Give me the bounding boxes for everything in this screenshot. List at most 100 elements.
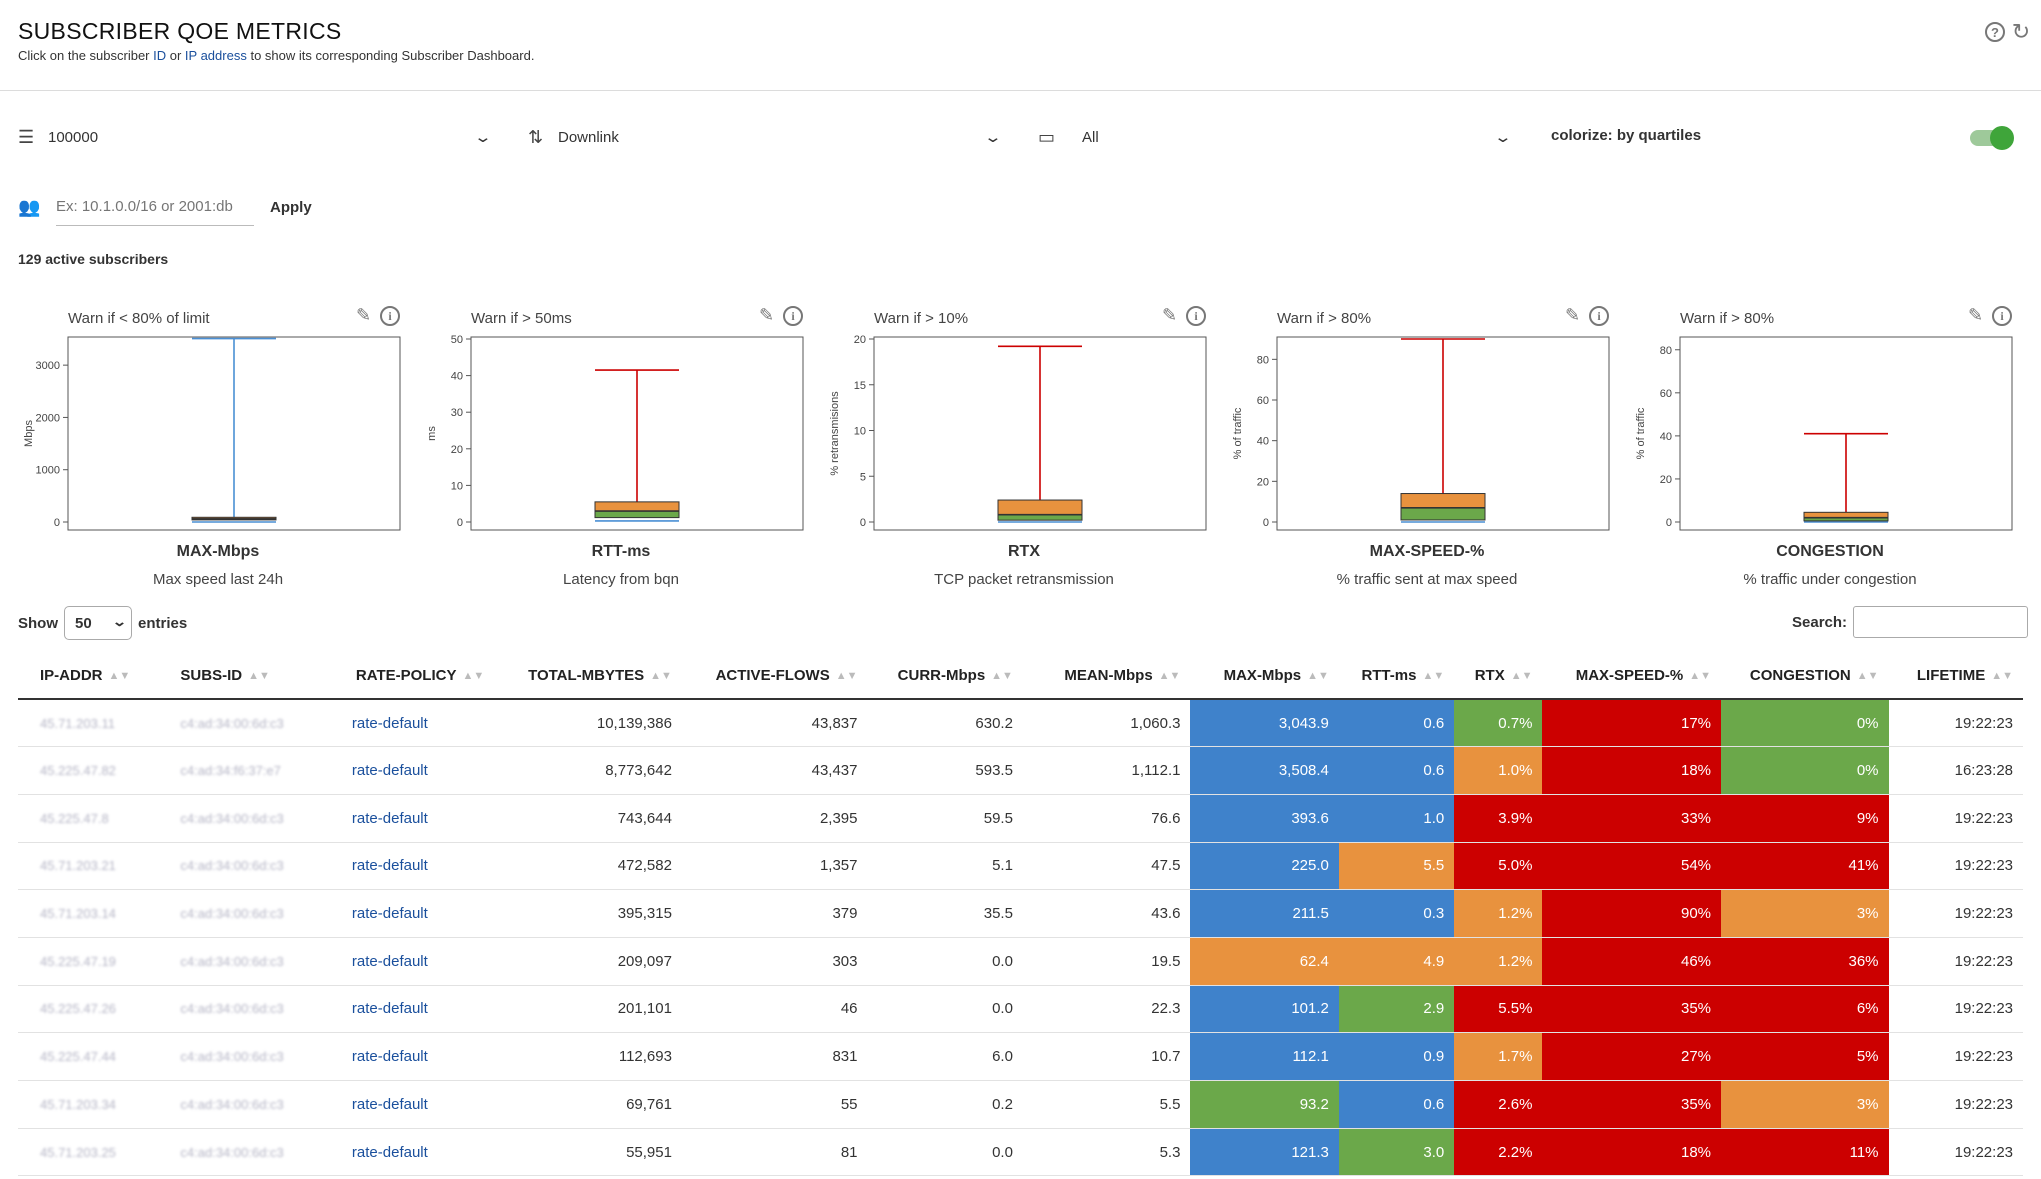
ip-addr-cell[interactable]: 45.71.203.25 (18, 1128, 159, 1177)
sort-icon[interactable]: ▲▼ (1991, 669, 2013, 682)
ip-addr-cell[interactable]: 45.225.47.44 (18, 1032, 159, 1081)
subs-id-cell[interactable]: c4:ad:34:00:6d:c3 (158, 937, 334, 986)
rate-policy-cell[interactable]: rate-default (333, 985, 510, 1034)
warn-threshold[interactable]: Warn if > 80% (1277, 310, 1372, 327)
direction-select[interactable]: ⇅ Downlink ⌄ (528, 118, 1003, 156)
total-mbytes-cell: 69,761 (509, 1080, 682, 1129)
sort-icon[interactable]: ▲▼ (248, 669, 270, 682)
rate-policy-cell[interactable]: rate-default (333, 1128, 510, 1177)
sort-icon[interactable]: ▲▼ (1307, 669, 1329, 682)
pencil-icon[interactable]: ✎ (759, 305, 775, 325)
rate-policy-cell[interactable]: rate-default (333, 1080, 510, 1129)
warn-threshold[interactable]: Warn if > 10% (874, 310, 969, 327)
sort-icon[interactable]: ▲▼ (1422, 669, 1445, 682)
ip-addr-cell[interactable]: 45.71.203.11 (18, 699, 159, 748)
info-icon[interactable]: i (1992, 306, 2012, 326)
ip-addr-cell[interactable]: 45.71.203.34 (18, 1080, 159, 1129)
sort-icon[interactable]: ▲▼ (991, 669, 1013, 682)
info-icon[interactable]: i (783, 306, 803, 326)
column-header-subs-id[interactable]: SUBS-ID ▲▼ (158, 652, 334, 700)
folder-select[interactable]: ▭ All ⌄ (1038, 118, 1513, 156)
rate-policy-cell[interactable]: rate-default (333, 699, 510, 748)
refresh-icon[interactable]: ↻ (2011, 19, 2031, 44)
subs-id-cell[interactable]: c4:ad:34:00:6d:c3 (158, 889, 334, 938)
column-label: RTX (1474, 666, 1505, 684)
ip-addr-cell[interactable]: 45.225.47.82 (18, 746, 159, 795)
congestion-cell: 6% (1721, 985, 1889, 1034)
ip-filter-input[interactable] (56, 188, 254, 226)
warn-threshold[interactable]: Warn if > 80% (1680, 310, 1775, 327)
subs-id-cell[interactable]: c4:ad:34:f6:37:e7 (158, 746, 334, 795)
pencil-icon[interactable]: ✎ (1565, 305, 1581, 325)
sort-icon[interactable]: ▲▼ (108, 669, 131, 682)
subs-id-cell[interactable]: c4:ad:34:00:6d:c3 (158, 1032, 334, 1081)
y-tick-label: 3000 (36, 360, 60, 372)
info-icon[interactable]: i (1186, 306, 1206, 326)
colorize-toggle[interactable] (1970, 126, 2014, 150)
subs-id-cell[interactable]: c4:ad:34:00:6d:c3 (158, 842, 334, 891)
column-header-rtt-ms[interactable]: RTT-ms ▲▼ (1338, 652, 1455, 700)
y-tick-label: 2000 (36, 412, 60, 424)
search-input[interactable] (1853, 606, 2029, 638)
sort-icon[interactable]: ▲▼ (1856, 669, 1879, 682)
column-header-rtx[interactable]: RTX ▲▼ (1454, 652, 1543, 700)
table-header-row: IP-ADDR ▲▼ SUBS-ID ▲▼ RATE-POLICY ▲▼ TOTAL-MBY… (18, 652, 2023, 700)
entries-select[interactable]: 50 ⌄ (64, 606, 132, 640)
rate-policy-cell[interactable]: rate-default (333, 1032, 510, 1081)
column-header-lifetime[interactable]: LIFETIME ▲▼ (1888, 652, 2023, 700)
column-header-total-mbytes[interactable]: TOTAL-MBYTES ▲▼ (509, 652, 682, 700)
congestion-cell: 0% (1721, 699, 1889, 748)
ip-addr-cell[interactable]: 45.71.203.14 (18, 889, 159, 938)
apply-button[interactable]: Apply (270, 198, 312, 216)
subs-id-cell[interactable]: c4:ad:34:00:6d:c3 (158, 699, 334, 748)
ip-addr-cell[interactable]: 45.225.47.19 (18, 937, 159, 986)
search-label: Search: (1792, 613, 1848, 631)
limit-select[interactable]: ☰ 100000 ⌄ (18, 118, 493, 156)
pencil-icon[interactable]: ✎ (1162, 305, 1178, 325)
curr-mbps-cell: 59.5 (867, 794, 1023, 843)
ip-addr-cell[interactable]: 45.225.47.26 (18, 985, 159, 1034)
column-header-ip-addr[interactable]: IP-ADDR ▲▼ (18, 652, 159, 700)
pencil-icon[interactable]: ✎ (356, 305, 372, 325)
ip-addr-cell[interactable]: 45.71.203.21 (18, 842, 159, 891)
sort-icon[interactable]: ▲▼ (1689, 669, 1712, 682)
rate-policy-cell[interactable]: rate-default (333, 794, 510, 843)
ip-addr-cell[interactable]: 45.225.47.8 (18, 794, 159, 843)
y-tick-label: 40 (451, 371, 463, 383)
warn-threshold[interactable]: Warn if > 50ms (471, 310, 572, 327)
rate-policy-cell[interactable]: rate-default (333, 937, 510, 986)
column-header-max-speed[interactable]: MAX-SPEED-% ▲▼ (1542, 652, 1722, 700)
max-speed-cell: 17% (1542, 699, 1722, 748)
rate-policy-cell[interactable]: rate-default (333, 746, 510, 795)
subs-id-cell[interactable]: c4:ad:34:00:6d:c3 (158, 1128, 334, 1177)
sort-icon[interactable]: ▲▼ (1510, 669, 1533, 682)
column-header-max-mbps[interactable]: MAX-Mbps ▲▼ (1190, 652, 1339, 700)
warn-threshold[interactable]: Warn if < 80% of limit (68, 310, 210, 327)
sort-icon[interactable]: ▲▼ (462, 669, 485, 682)
subtitle-id-text: ID (153, 48, 167, 63)
sort-icon[interactable]: ▲▼ (835, 669, 858, 682)
sort-icon[interactable]: ▲▼ (650, 669, 672, 682)
rate-policy-cell[interactable]: rate-default (333, 842, 510, 891)
column-header-mean-mbps[interactable]: MEAN-Mbps ▲▼ (1022, 652, 1191, 700)
max-speed-cell: 35% (1542, 1080, 1722, 1129)
column-header-curr-mbps[interactable]: CURR-Mbps ▲▼ (867, 652, 1023, 700)
subs-id-cell[interactable]: c4:ad:34:00:6d:c3 (158, 985, 334, 1034)
y-tick-label: 60 (1257, 395, 1269, 407)
subs-id-cell[interactable]: c4:ad:34:00:6d:c3 (158, 794, 334, 843)
column-header-congestion[interactable]: CONGESTION ▲▼ (1721, 652, 1889, 700)
info-icon[interactable]: i (1589, 306, 1609, 326)
rate-policy-cell[interactable]: rate-default (333, 889, 510, 938)
column-header-rate-policy[interactable]: RATE-POLICY ▲▼ (333, 652, 510, 700)
y-tick-label: 0 (860, 517, 866, 529)
max-speed-cell: 90% (1542, 889, 1722, 938)
subs-id-cell[interactable]: c4:ad:34:00:6d:c3 (158, 1080, 334, 1129)
panel-congestion: Warn if > 80% ✎ i 0 20 40 60 80% of traffic … (1630, 300, 2030, 600)
pencil-icon[interactable]: ✎ (1968, 305, 1984, 325)
sort-icon[interactable]: ▲▼ (1158, 669, 1181, 682)
column-header-active-flows[interactable]: ACTIVE-FLOWS ▲▼ (681, 652, 868, 700)
help-icon[interactable]: ? (1985, 22, 2005, 42)
info-icon[interactable]: i (380, 306, 400, 326)
rtx-cell: 0.7% (1454, 699, 1543, 748)
rtt-cell: 5.5 (1338, 842, 1455, 891)
